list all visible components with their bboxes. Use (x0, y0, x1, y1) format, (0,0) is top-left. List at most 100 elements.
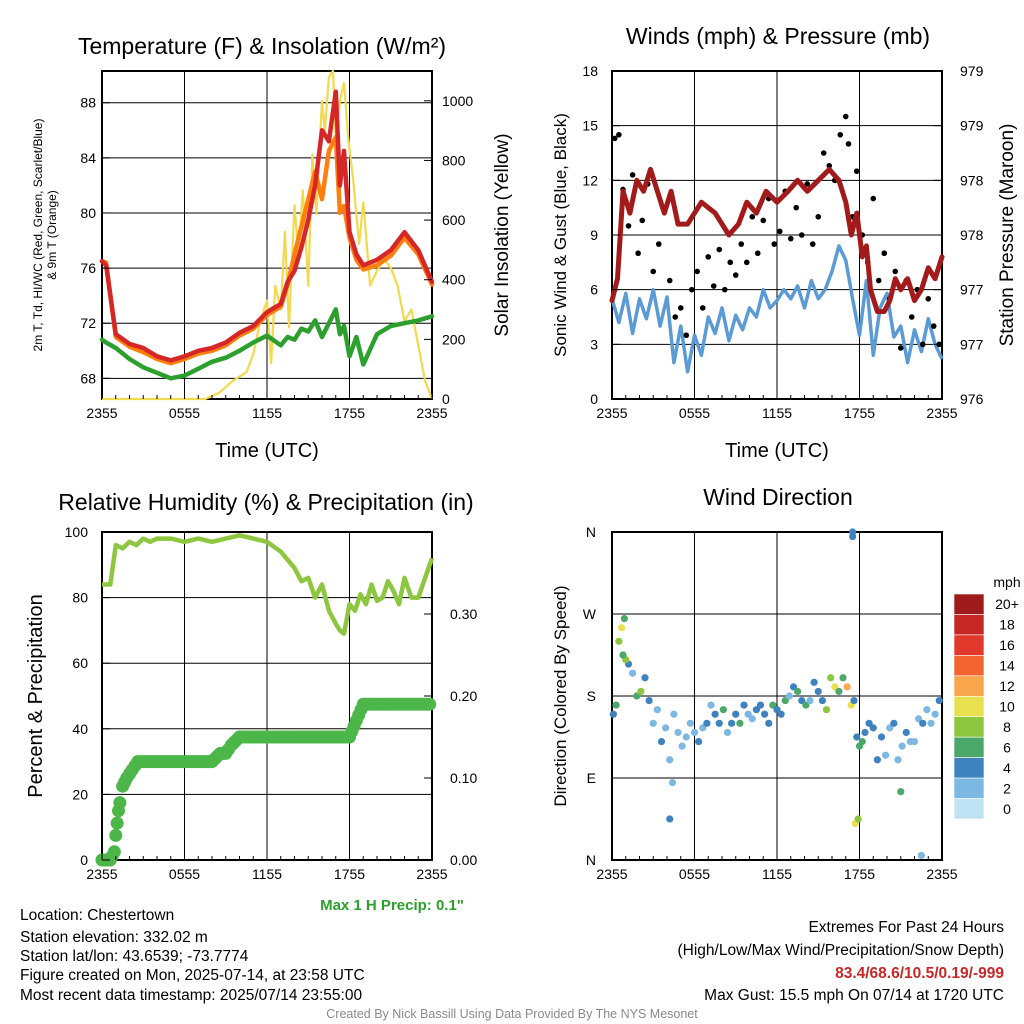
gust-point (771, 241, 778, 247)
wind-y2tick-label: 978 (960, 172, 984, 188)
rh-line (102, 533, 435, 636)
gust-point (635, 250, 641, 257)
gust-point (842, 113, 849, 120)
gust-point (721, 286, 728, 293)
colorbar-swatch (953, 593, 985, 615)
wind-xtick-label: 2355 (926, 405, 957, 421)
gust-point (710, 283, 717, 289)
gust-point (716, 246, 723, 253)
direction-point (873, 756, 881, 764)
direction-point (633, 692, 641, 700)
max-precip-label: Max 1 H Precip: 0.1" (320, 897, 464, 914)
direction-point (629, 669, 637, 677)
temp-y2tick-label: 800 (442, 152, 466, 168)
direction-point (794, 687, 802, 696)
direction-point (810, 678, 818, 686)
dir-ylabel: Direction (Colored By Speed) (551, 585, 570, 806)
temp-ylabel: 2m T, Td, HI/WC (Red, Green, Scarlet/Blu… (31, 119, 45, 352)
direction-point (761, 710, 769, 718)
gust-point (683, 332, 690, 339)
direction-point (682, 733, 690, 741)
gust-point (930, 323, 937, 329)
temp-ytick-label: 68 (80, 370, 96, 386)
temp-y2tick-label: 1000 (442, 93, 473, 109)
direction-point (748, 715, 756, 723)
direction-point (822, 706, 831, 714)
direction-point (728, 719, 736, 727)
insolation-line (102, 69, 434, 401)
colorbar-swatch (953, 757, 985, 779)
direction-point (637, 687, 645, 696)
temp-ytick-label: 72 (80, 315, 96, 331)
direction-point (615, 637, 623, 645)
direction-point (699, 724, 707, 732)
wind-ytick-label: 18 (582, 63, 598, 79)
colorbar-swatch (953, 736, 985, 758)
colorbar-label: 4 (1003, 760, 1011, 776)
direction-point (886, 724, 894, 732)
wind-xlabel: Time (UTC) (725, 440, 829, 462)
colorbar-label: 2 (1003, 780, 1011, 796)
direction-point (649, 719, 657, 727)
direction-point (686, 719, 694, 727)
direction-point (935, 696, 943, 705)
direction-point (806, 696, 814, 705)
wind-y2tick-label: 977 (960, 282, 984, 298)
rh-ytick-label: 80 (72, 590, 88, 606)
direction-point (831, 683, 839, 691)
wind-ytick-label: 6 (590, 282, 598, 298)
series-line-td (99, 307, 435, 381)
rh-y2tick-label: 0.30 (450, 606, 477, 622)
gust-point (616, 131, 622, 138)
gust-point (853, 168, 860, 175)
extremes-subtitle: (High/Low/Max Wind/Precipitation/Snow De… (677, 942, 1005, 959)
gust-point (826, 162, 833, 169)
direction-point (849, 528, 857, 536)
dir-ytick-label: N (586, 524, 596, 540)
colorbar-label: 16 (999, 637, 1015, 653)
direction-point (915, 715, 923, 723)
direction-point (769, 701, 777, 709)
direction-point (897, 788, 905, 796)
rh-title: Relative Humidity (%) & Precipitation (i… (58, 489, 473, 515)
wind-ylabel: Sonic Wind & Gust (Blue, Black) (551, 113, 570, 357)
extremes-title: Extremes For Past 24 Hours (808, 919, 1004, 936)
wind-xtick-label: 1755 (844, 405, 875, 421)
direction-point (781, 696, 789, 705)
rh-xtick-label: 2355 (416, 866, 447, 882)
gust-point (820, 150, 827, 156)
direction-point (678, 742, 686, 750)
gust-point (727, 259, 734, 266)
dir-ytick-label: E (587, 770, 596, 786)
gust-point (845, 141, 852, 147)
temp-xtick-label: 1755 (334, 405, 365, 421)
direction-point (923, 706, 931, 714)
dir-xtick-label: 2355 (926, 866, 957, 882)
precip-point (109, 828, 123, 842)
direction-point (814, 687, 822, 696)
dir-ytick-label: S (587, 688, 596, 704)
gust-point (694, 268, 701, 275)
direction-point (861, 728, 869, 737)
location-text: Location: Chestertown (20, 907, 175, 924)
direction-point (850, 696, 858, 705)
colorbar-swatch (953, 655, 985, 677)
temp-xtick-label: 1155 (252, 405, 282, 421)
direction-point (752, 706, 760, 714)
direction-point (657, 737, 666, 746)
direction-point (732, 710, 740, 718)
dir-xtick-label: 2355 (596, 866, 627, 882)
wind-xtick-label: 0555 (679, 405, 710, 421)
direction-point (877, 733, 886, 741)
max-gust-text: Max Gust: 15.5 mph On 07/14 at 1720 UTC (704, 987, 1004, 1004)
credit-text: Created By Nick Bassill Using Data Provi… (326, 1007, 698, 1021)
wind-y2tick-label: 978 (960, 227, 984, 243)
temp-ytick-label: 80 (80, 205, 96, 221)
gust-point (749, 213, 756, 220)
precip-point (113, 796, 127, 810)
wind-y2tick-label: 979 (960, 63, 984, 79)
direction-point (785, 692, 793, 700)
series-line-9m-t (99, 134, 435, 366)
rh-ytick-label: 0 (80, 852, 88, 868)
precip-point (110, 816, 124, 830)
